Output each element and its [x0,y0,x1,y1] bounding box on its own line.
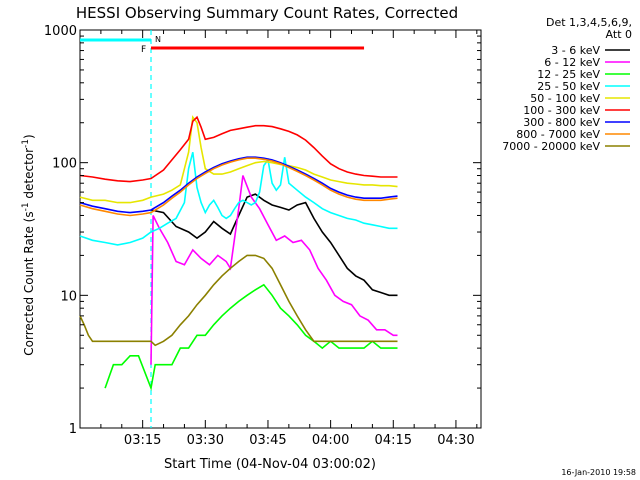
plot-area: NF [79,29,482,429]
legend-entry-label: 300 - 800 keV [523,116,600,129]
y-tick-label: 10 [60,289,77,304]
legend-entry-label: 7000 - 20000 keV [502,140,600,153]
plot-frame [79,29,482,429]
series-line [150,193,398,297]
legend-entry-label: 800 - 7000 keV [516,128,600,141]
legend-entry-label: 6 - 12 keV [544,56,600,69]
legend-header-line-1: Det 1,3,4,5,6,9, [546,16,632,29]
series-line [79,156,398,214]
x-tick-label: 03:45 [249,433,286,448]
series-line [79,254,398,347]
legend-entry-label: 100 - 300 keV [523,104,600,117]
series-line [104,283,398,392]
legend-header-line-2: Att 0 [606,28,632,41]
series-line [79,152,398,246]
segment-label: N [155,35,161,44]
x-tick-label: 03:15 [124,433,161,448]
chart-title: HESSI Observing Summary Count Rates, Cor… [76,4,458,22]
legend-entry-label: 50 - 100 keV [530,92,600,105]
flag-bar-label: F [141,45,146,55]
series-line [79,157,398,217]
y-tick-label: 1000 [44,24,77,39]
footer-timestamp: 16-Jan-2010 19:58 [561,468,636,477]
series-line [150,175,398,365]
series-line [79,115,398,183]
x-tick-label: 04:30 [437,433,474,448]
y-tick-label: 1 [69,422,77,437]
x-tick-label: 04:00 [312,433,349,448]
series-line [79,115,398,204]
legend-entry-label: 12 - 25 keV [537,68,600,81]
y-tick-label: 100 [52,157,77,172]
x-tick-label: 04:15 [375,433,412,448]
x-tick-label: 03:30 [187,433,224,448]
legend-entry-label: 3 - 6 keV [551,44,600,57]
legend-entry-label: 25 - 50 keV [537,80,600,93]
x-axis-ticks: 03:15 03:30 03:45 04:00 04:15 04:30 [100,30,478,448]
y-axis-ticks: 1 10 100 1000 [44,24,481,437]
y-axis-label: Corrected Count Rate (s-1 detector-1) [21,134,36,355]
x-axis-label: Start Time (04-Nov-04 03:00:02) [164,457,376,472]
